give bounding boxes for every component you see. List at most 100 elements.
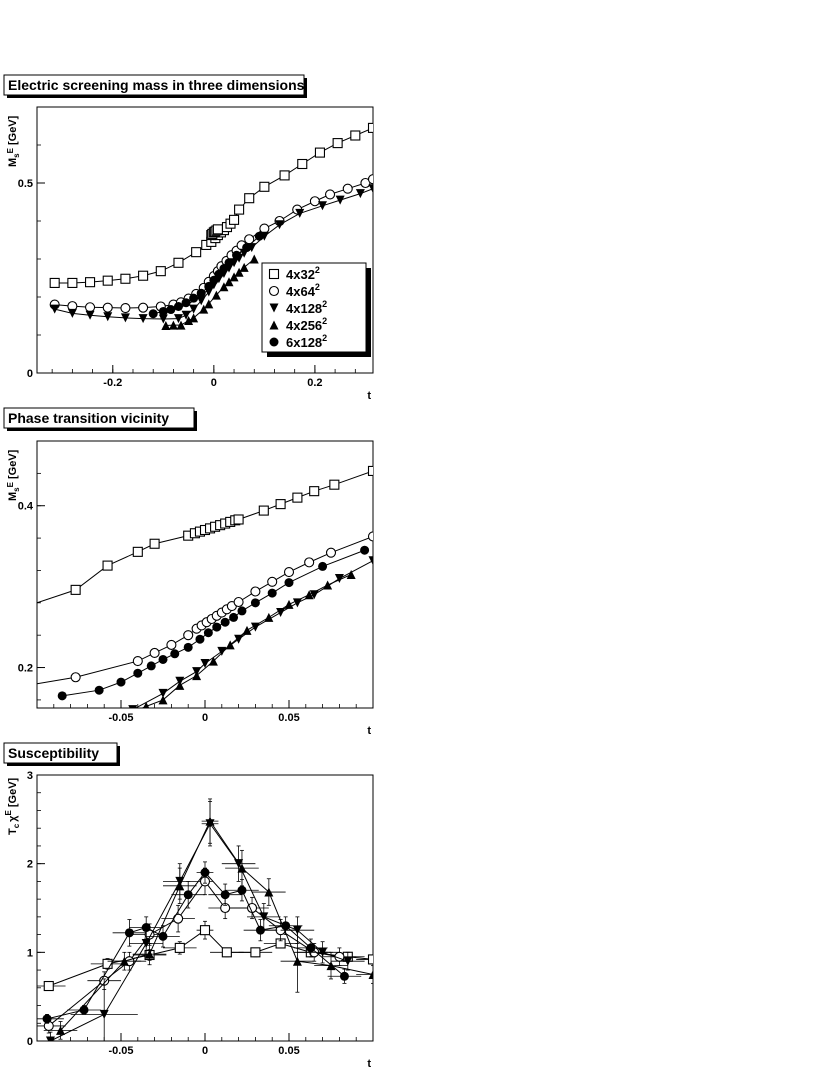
series-filled-triangle-up [44,570,356,730]
marker-filled-triangle-down [343,956,353,966]
marker-filled-triangle-up [168,320,178,330]
marker-open-square [292,492,303,503]
marker-open-square [275,499,286,510]
legend-entry-sup: 2 [315,282,320,292]
marker-open-circle [149,647,160,659]
marker-filled-triangle-up [234,267,244,277]
marker-open-circle [132,656,143,667]
marker-filled-circle [281,921,291,931]
marker-filled-triangle-down [250,622,260,632]
marker-filled-circle [183,890,193,900]
x-axis-title: t [367,1058,371,1070]
marker-filled-triangle-down [158,314,168,324]
marker-filled-triangle-up [189,313,199,323]
legend-entry-base: 4x256 [286,318,322,333]
marker-open-square [314,147,325,158]
marker-open-circle [367,174,373,185]
marker-filled-triangle-up [225,640,235,650]
series-filled-circle [148,231,264,319]
marker-filled-triangle-up [44,721,53,730]
legend-entry-base: 4x128 [286,301,322,316]
marker-filled-triangle-down [295,208,305,218]
panel-3: Susceptibility -0.05 0 0.05 0 1 2 3 t TcχE [GeV] [3,742,374,1070]
marker-filled-circle [133,668,143,678]
marker-filled-triangle-down [158,688,168,698]
marker-filled-triangle-up [199,304,209,314]
marker-filled-circle [173,302,183,311]
marker-filled-triangle-down [67,308,77,318]
marker-filled-triangle-down [181,310,191,320]
marker-filled-circle [158,931,168,941]
marker-open-circle [102,302,113,313]
x-axis-title: t [367,725,371,737]
marker-open-square [250,947,261,958]
marker-filled-triangle-up [143,701,150,708]
marker-open-square [191,247,202,258]
marker-filled-triangle-down [75,709,84,718]
marker-filled-triangle-up [242,625,252,635]
marker-filled-triangle-up [229,272,239,282]
marker-open-circle [120,302,131,314]
marker-open-square [367,465,373,476]
marker-open-circle [367,531,373,542]
y-tick-label: 3 [27,770,33,782]
marker-filled-circle [237,885,247,895]
marker-filled-triangle-up [75,720,84,729]
marker-filled-triangle-down [217,646,227,656]
legend-entry-sup: 2 [322,299,327,309]
y-axis-title-sub: c [12,823,21,828]
legend-entry-label: 4x642 [286,282,320,299]
marker-filled-triangle-up [284,599,294,609]
marker-open-circle [325,189,336,200]
marker-filled-circle [250,598,260,608]
legend-entry-sup: 2 [322,316,327,326]
panel-title-box [3,407,195,429]
marker-open-square [332,138,343,149]
marker-open-square [234,204,245,215]
y-axis-title-main: T [7,828,19,835]
marker-open-circle [173,913,184,924]
marker-filled-circle [339,971,349,981]
legend-entry-label: 6x1282 [286,333,327,350]
panel-title-box [3,742,118,764]
y-tick-label: 2 [27,859,33,871]
marker-open-square [367,954,373,965]
marker-open-square [367,122,373,133]
panel-title: Susceptibility [8,745,99,761]
marker-filled-circle [318,561,328,571]
marker-filled-circle [269,337,279,347]
y-tick-label: 0 [27,1036,33,1048]
series-filled-triangle-up [161,254,259,330]
x-tick-label: 0 [202,712,208,724]
marker-open-circle [268,285,280,297]
marker-filled-circle [170,649,180,659]
marker-filled-circle [116,677,126,687]
series-line [48,880,340,1027]
marker-filled-triangle-down [138,314,148,324]
marker-filled-triangle-down [173,314,183,324]
x-tick-label: 0 [211,377,217,389]
legend-entry-label: 4x322 [286,265,320,282]
y-axis-title: TcχE [GeV] [4,777,21,835]
marker-open-circle [70,672,81,683]
marker-filled-triangle-up [192,671,202,681]
marker-open-square [221,947,232,958]
marker-open-square [173,257,184,268]
x-tick-label: -0.05 [108,1045,133,1057]
legend-entry-label: 4x1282 [286,299,327,316]
marker-open-square [120,273,131,284]
marker-filled-triangle-down [317,201,327,211]
marker-filled-triangle-up [304,590,314,600]
series-line [50,822,348,1041]
marker-open-circle [85,302,96,313]
plot-frame [36,106,374,374]
marker-open-square [138,270,149,281]
marker-open-square [259,181,270,192]
marker-filled-circle [195,634,205,644]
marker-filled-circle [229,612,239,622]
marker-filled-triangle-down [128,705,138,708]
marker-filled-triangle-up [175,881,185,891]
plot-data [37,465,373,730]
marker-open-square [279,170,290,181]
panel-1: Electric screening mass in three dimensi… [3,74,374,402]
